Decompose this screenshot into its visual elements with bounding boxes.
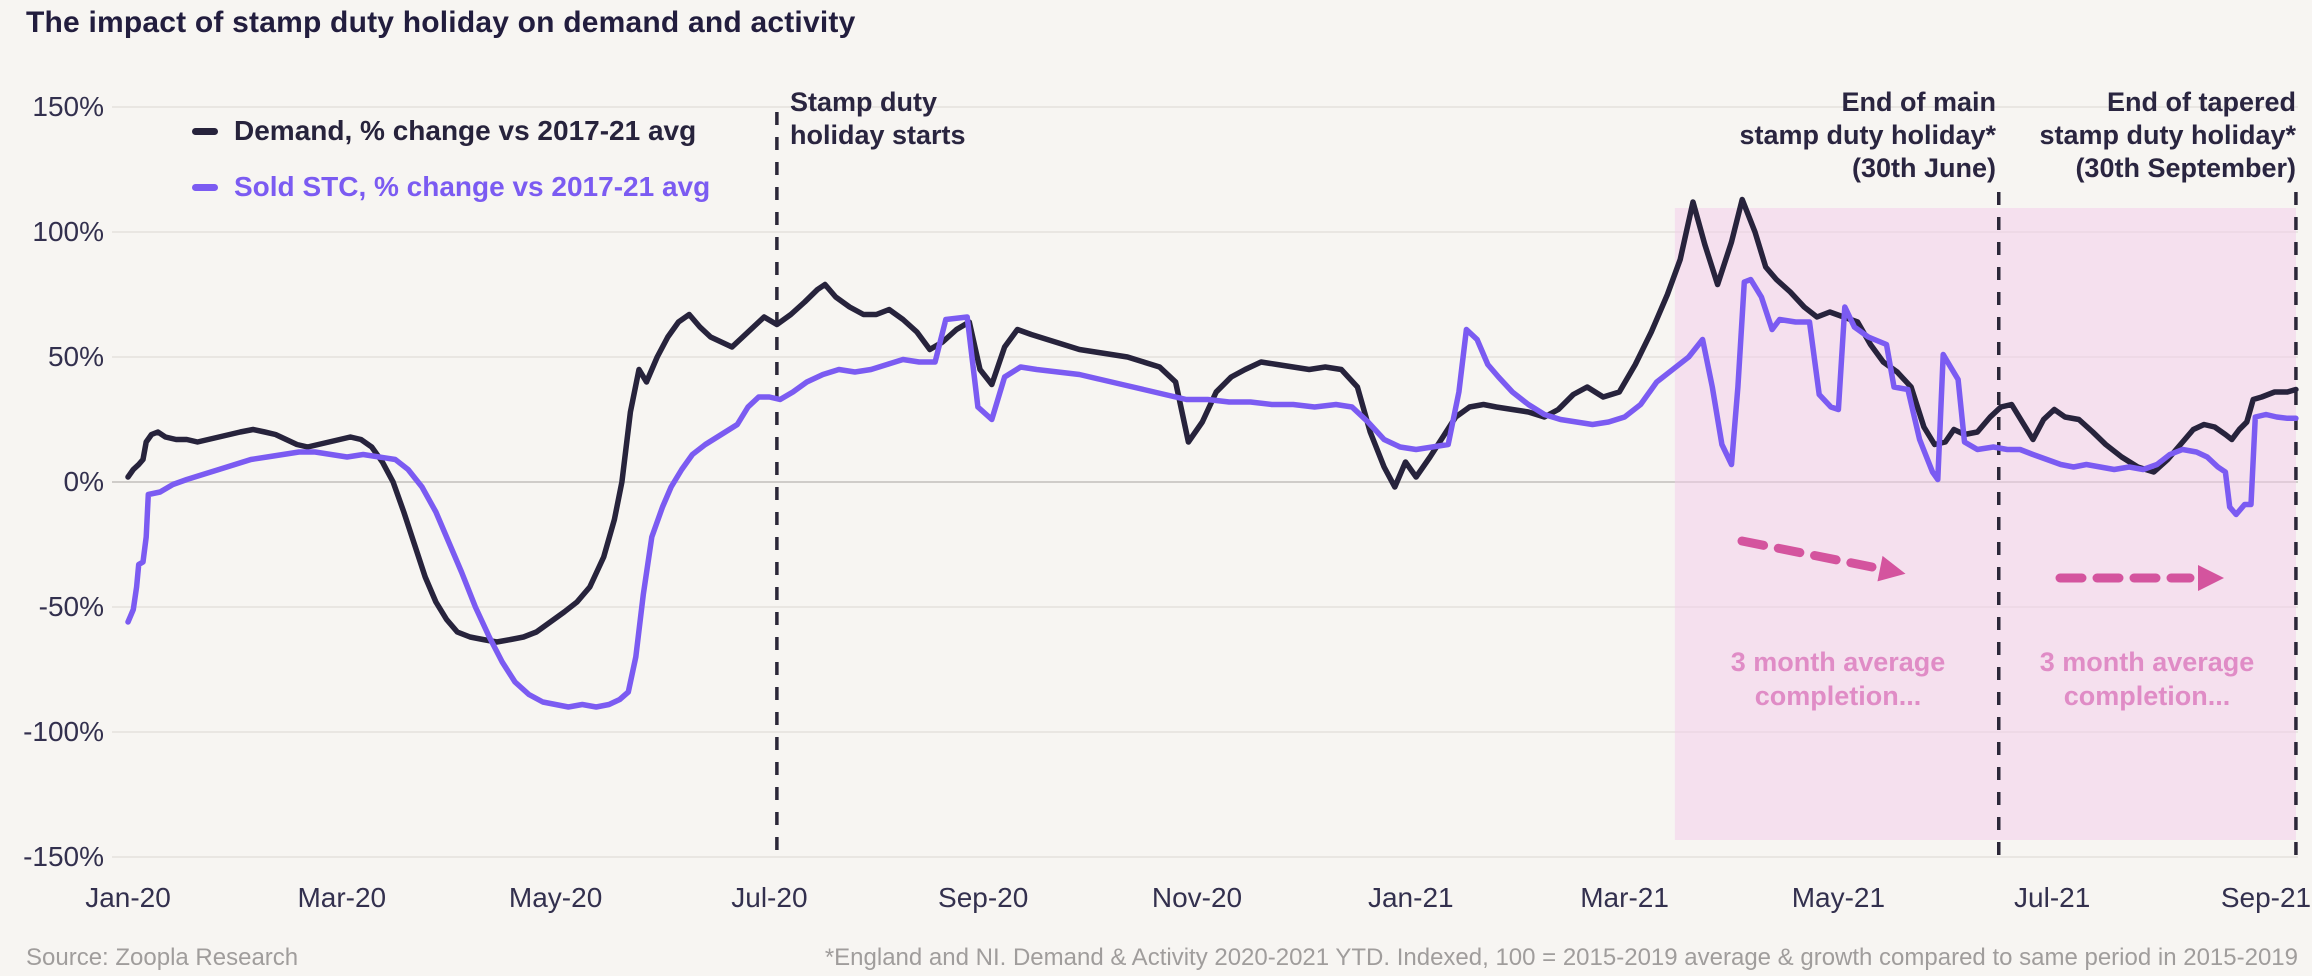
annotation-line: holiday starts [790, 120, 966, 150]
legend-item-demand: Demand, % change vs 2017-21 avg [192, 110, 710, 152]
x-tick-label: Mar-20 [297, 882, 387, 913]
legend-label-sold-stc: Sold STC, % change vs 2017-21 avg [234, 171, 711, 202]
x-tick-label: May-21 [1791, 882, 1886, 913]
y-tick-label: 0% [63, 466, 104, 497]
x-tick-label: Sep-21 [2220, 882, 2312, 913]
annotation-stamp-duty-starts: Stamp duty holiday starts [790, 86, 966, 152]
trend-arrow-head [2198, 565, 2224, 591]
chart-title: The impact of stamp duty holiday on dema… [26, 6, 856, 39]
x-tick-label: Jan-20 [85, 882, 171, 913]
source-credit: Source: Zoopla Research [26, 944, 299, 971]
annotation-line: End of main [1841, 87, 1997, 117]
annotation-line: stamp duty holiday* [1739, 120, 1996, 150]
x-tick-label: Nov-20 [1151, 882, 1243, 913]
annotation-line: End of tapered [2106, 87, 2296, 117]
footnote: *England and NI. Demand & Activity 2020-… [824, 944, 2298, 971]
stamp-duty-shaded-region [1674, 208, 2296, 840]
sold-stc-series-line [125, 276, 2299, 710]
trend-arrow [1737, 536, 1877, 572]
sold-stc-line-swatch-icon [192, 183, 218, 191]
x-tick-label: Jul-20 [731, 882, 808, 913]
x-tick-label: May-20 [508, 882, 603, 913]
y-tick-label: -150% [23, 841, 104, 872]
y-tick-label: -50% [38, 591, 104, 622]
y-tick-label: -100% [23, 716, 104, 747]
legend-label-demand: Demand, % change vs 2017-21 avg [234, 115, 697, 146]
y-tick-label: 100% [32, 216, 104, 247]
annotation-line: stamp duty holiday* [2039, 120, 2296, 150]
annotation-end-tapered-holiday: End of tapered stamp duty holiday* (30th… [2039, 86, 2296, 185]
x-tick-label: Jan-21 [1367, 882, 1454, 913]
annotation-line: Stamp duty [790, 87, 938, 117]
chart-legend: Demand, % change vs 2017-21 avg Sold STC… [192, 110, 710, 222]
x-tick-label: Jul-21 [2014, 882, 2091, 913]
trend-arrow-head [1877, 555, 1906, 582]
demand-line-swatch-icon [192, 127, 218, 135]
x-tick-label: Mar-21 [1580, 882, 1669, 913]
annotation-3-month-completion-2: 3 month average completion... [2039, 647, 2255, 711]
annotation-date: (30th June) [1851, 153, 1996, 183]
x-tick-label: Sep-20 [938, 882, 1029, 913]
annotation-3-month-completion-1: 3 month average completion... [1730, 647, 1946, 711]
y-tick-label: 50% [47, 341, 104, 372]
y-tick-label: 150% [32, 91, 104, 122]
demand-series-line [125, 196, 2299, 645]
legend-item-sold-stc: Sold STC, % change vs 2017-21 avg [192, 166, 710, 208]
annotation-end-main-holiday: End of main stamp duty holiday* (30th Ju… [1739, 86, 1996, 185]
annotation-date: (30th September) [2075, 153, 2296, 183]
